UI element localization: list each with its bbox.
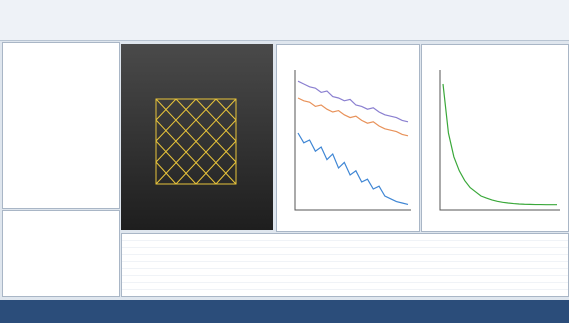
chart-panel [421,44,569,232]
series-line [443,84,557,205]
job-table[interactable] [121,233,569,297]
series-line [298,133,408,204]
lattice [121,44,273,230]
project-tree[interactable] [2,42,120,209]
properties-panel[interactable] [2,210,120,297]
series-line [298,81,408,122]
3d-view[interactable] [121,44,273,230]
axes [440,70,560,210]
convergence-chart [277,45,419,231]
axes [295,70,411,210]
chart-panel [276,44,420,232]
taskbar[interactable] [0,300,569,323]
screen: (() => { const data = JSON.parse(documen… [0,0,569,323]
app-window [0,0,569,323]
energy-chart [422,45,568,231]
toolbar[interactable] [0,0,569,41]
